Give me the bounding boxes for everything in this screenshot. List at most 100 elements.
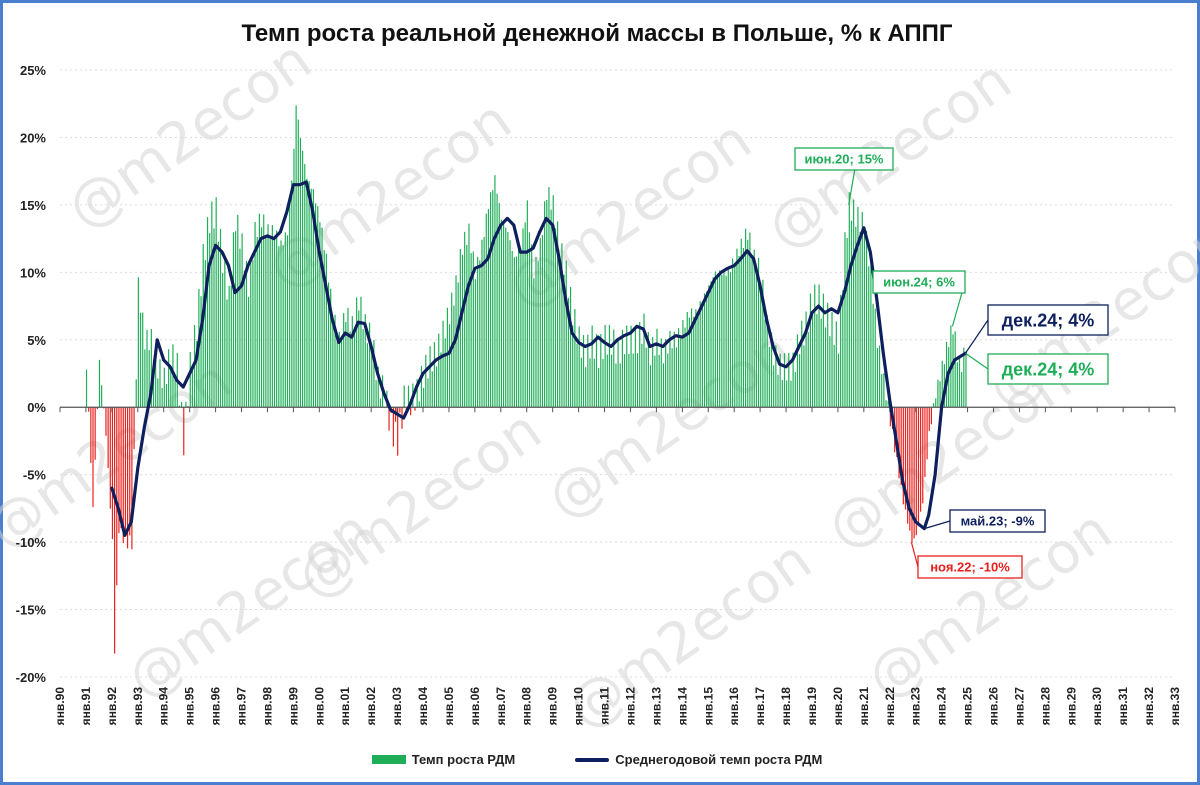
- bar: [941, 360, 943, 408]
- bar: [608, 324, 611, 408]
- bar: [647, 332, 649, 408]
- bar: [297, 119, 299, 408]
- bar: [773, 365, 775, 408]
- bar: [965, 353, 967, 408]
- bar: [760, 282, 762, 408]
- y-tick-label: 15%: [20, 198, 46, 213]
- bar: [680, 337, 682, 408]
- bar: [595, 334, 598, 408]
- bar: [410, 407, 412, 416]
- bar: [373, 340, 375, 408]
- bar: [587, 334, 589, 408]
- bar: [811, 314, 814, 408]
- bar: [366, 343, 369, 408]
- bar: [842, 290, 844, 408]
- bar: [719, 270, 721, 408]
- bar: [174, 375, 176, 408]
- bar: [146, 329, 148, 408]
- x-tick-label: янв.09: [546, 687, 560, 726]
- bar: [267, 224, 269, 408]
- bar: [453, 305, 455, 408]
- bar: [937, 379, 939, 408]
- bar: [833, 344, 835, 408]
- annotation-leader: [910, 541, 919, 568]
- bar: [742, 247, 745, 408]
- bar: [900, 407, 902, 485]
- x-tick-label: янв.13: [649, 687, 663, 726]
- bar: [727, 268, 729, 408]
- bar: [766, 315, 768, 408]
- bar: [909, 407, 911, 531]
- bar: [133, 407, 135, 450]
- bar: [803, 345, 805, 408]
- bar: [397, 407, 399, 456]
- bar: [794, 372, 796, 408]
- bar: [155, 346, 157, 408]
- bar: [211, 201, 213, 408]
- bar: [673, 331, 675, 408]
- bar: [796, 334, 799, 408]
- bar: [654, 355, 656, 408]
- bar: [904, 407, 907, 510]
- bar: [252, 260, 254, 408]
- bar: [336, 338, 338, 408]
- bar: [535, 256, 537, 408]
- bar: [349, 331, 351, 408]
- bar: [457, 282, 459, 408]
- bar: [375, 380, 377, 408]
- bar: [604, 324, 606, 408]
- bar: [641, 343, 643, 408]
- x-tick-label: янв.08: [520, 687, 534, 726]
- bar: [431, 371, 433, 408]
- bar: [170, 366, 172, 408]
- bar: [496, 193, 498, 408]
- bar: [837, 353, 840, 408]
- bar: [956, 362, 958, 408]
- y-tick-label: -10%: [16, 535, 47, 550]
- bar: [753, 249, 755, 408]
- bar: [775, 345, 777, 408]
- bar: [712, 277, 714, 408]
- legend-line-swatch: [575, 757, 610, 762]
- bar: [678, 328, 680, 408]
- bar: [695, 309, 697, 408]
- bar: [126, 407, 129, 549]
- bar: [932, 403, 935, 408]
- bar: [509, 240, 511, 408]
- bar: [206, 217, 209, 408]
- bar: [312, 189, 315, 408]
- bar: [531, 244, 533, 408]
- bar: [671, 348, 673, 408]
- bar: [468, 223, 470, 408]
- bar: [464, 231, 466, 408]
- x-tick-label: янв.12: [623, 687, 637, 726]
- x-tick-label: янв.16: [727, 687, 741, 726]
- bar: [740, 238, 742, 408]
- bar: [351, 316, 353, 408]
- bar: [345, 321, 347, 408]
- bar: [286, 235, 289, 408]
- bar: [327, 282, 330, 408]
- bar: [191, 367, 194, 408]
- bar: [487, 209, 490, 408]
- bar: [481, 239, 483, 408]
- bar: [269, 239, 271, 408]
- bar: [371, 352, 373, 408]
- bar: [159, 359, 161, 408]
- bar: [565, 260, 567, 408]
- annotation-leader: [965, 352, 989, 370]
- bar: [857, 206, 859, 408]
- axis-layer: 25% 20% 15% 10% 5% 0% -5% -10% -15% -20% янв.90 янв…: [16, 63, 1182, 725]
- bar: [660, 338, 662, 408]
- bar: [278, 246, 280, 408]
- bar: [94, 407, 96, 460]
- legend-line-label: Среднегодовой темп роста РДМ: [615, 752, 823, 767]
- bar: [853, 199, 855, 408]
- bar: [271, 225, 273, 408]
- y-tick-label: 0%: [27, 400, 46, 415]
- x-tick-label: янв.27: [1012, 687, 1026, 726]
- bar: [124, 407, 127, 537]
- bar: [319, 222, 321, 408]
- bar: [222, 272, 224, 408]
- bar: [161, 388, 163, 408]
